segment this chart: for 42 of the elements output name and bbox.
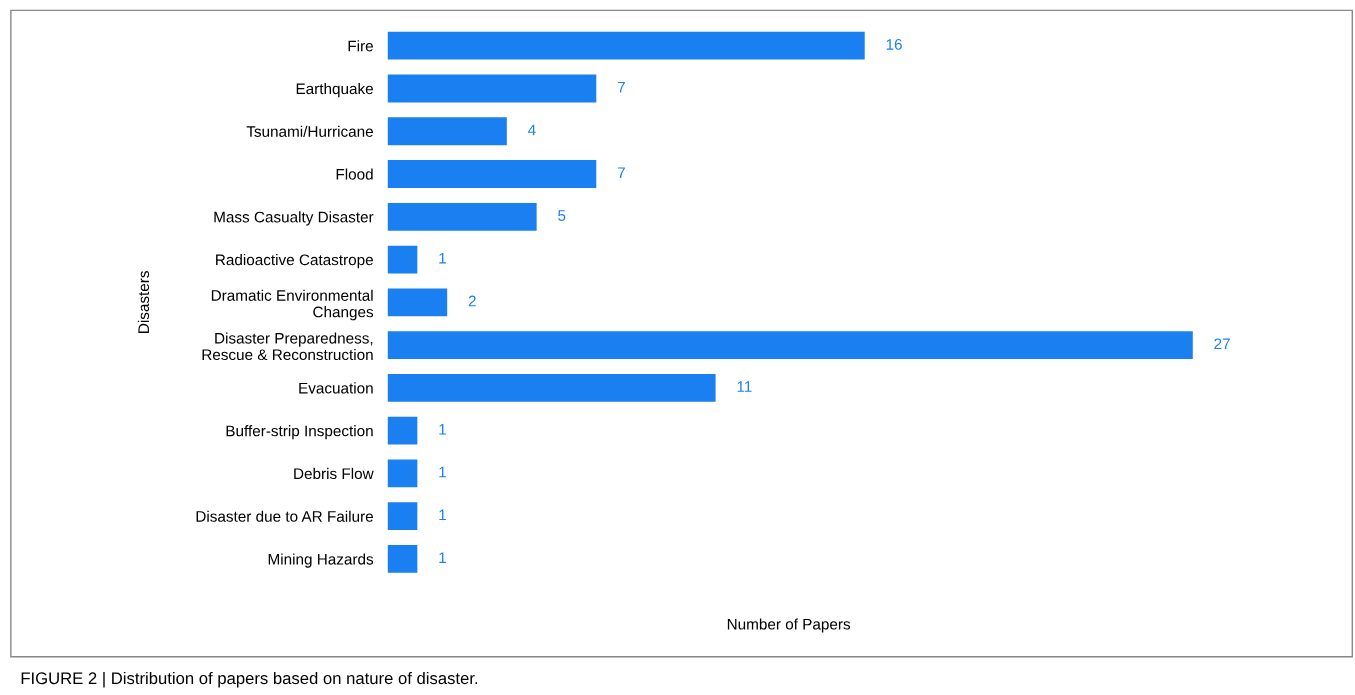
bar bbox=[387, 117, 507, 146]
bar bbox=[387, 373, 716, 402]
y-tick-label: Fire bbox=[348, 40, 373, 52]
bar bbox=[387, 502, 418, 531]
data-label: 1 bbox=[439, 424, 446, 435]
bar bbox=[387, 288, 448, 317]
data-label: 7 bbox=[617, 167, 625, 178]
bar bbox=[387, 202, 537, 231]
y-tick-label: Mass Casualty Disaster bbox=[214, 211, 374, 226]
bar bbox=[387, 245, 418, 274]
y-axis-title: Disasters bbox=[137, 271, 150, 333]
bar bbox=[387, 74, 597, 103]
data-label: 5 bbox=[558, 210, 566, 221]
y-tick-label: Dramatic Environmental Changes bbox=[211, 289, 374, 321]
y-tick-label: Earthquake bbox=[296, 82, 373, 98]
bar bbox=[387, 160, 597, 188]
y-tick-label: Disaster due to AR Failure bbox=[196, 510, 373, 522]
data-label: 7 bbox=[617, 81, 625, 93]
bar bbox=[387, 331, 1193, 359]
data-label: 4 bbox=[528, 124, 536, 136]
y-tick-label: Evacuation bbox=[299, 382, 373, 394]
y-tick-label: Mining Hazards bbox=[268, 553, 374, 568]
y-tick-label: Disaster Preparedness, Rescue & Reconstruction bbox=[202, 332, 373, 361]
x-axis-title: Number of Papers bbox=[727, 618, 851, 633]
bar bbox=[387, 545, 418, 573]
bar bbox=[387, 416, 418, 445]
y-tick-label: Radioactive Catastrope bbox=[216, 254, 373, 269]
data-label: 2 bbox=[468, 295, 476, 307]
data-label: 1 bbox=[439, 466, 446, 478]
y-tick-label: Buffer-strip Inspection bbox=[226, 425, 373, 440]
y-tick-label: Tsunami/Hurricane bbox=[246, 125, 373, 137]
bar bbox=[387, 459, 418, 488]
y-tick-label: Flood bbox=[336, 168, 373, 180]
data-label: 1 bbox=[439, 509, 446, 521]
data-label: 1 bbox=[439, 253, 446, 264]
data-label: 16 bbox=[886, 38, 902, 50]
caption: FIGURE 2 | Distribution of papers based on nature of disaster. bbox=[21, 671, 478, 688]
y-tick-label: Debris Flow bbox=[294, 467, 374, 480]
data-label: 27 bbox=[1214, 338, 1230, 350]
data-label: 11 bbox=[737, 381, 752, 392]
bar bbox=[387, 31, 865, 60]
data-label: 1 bbox=[439, 552, 446, 563]
